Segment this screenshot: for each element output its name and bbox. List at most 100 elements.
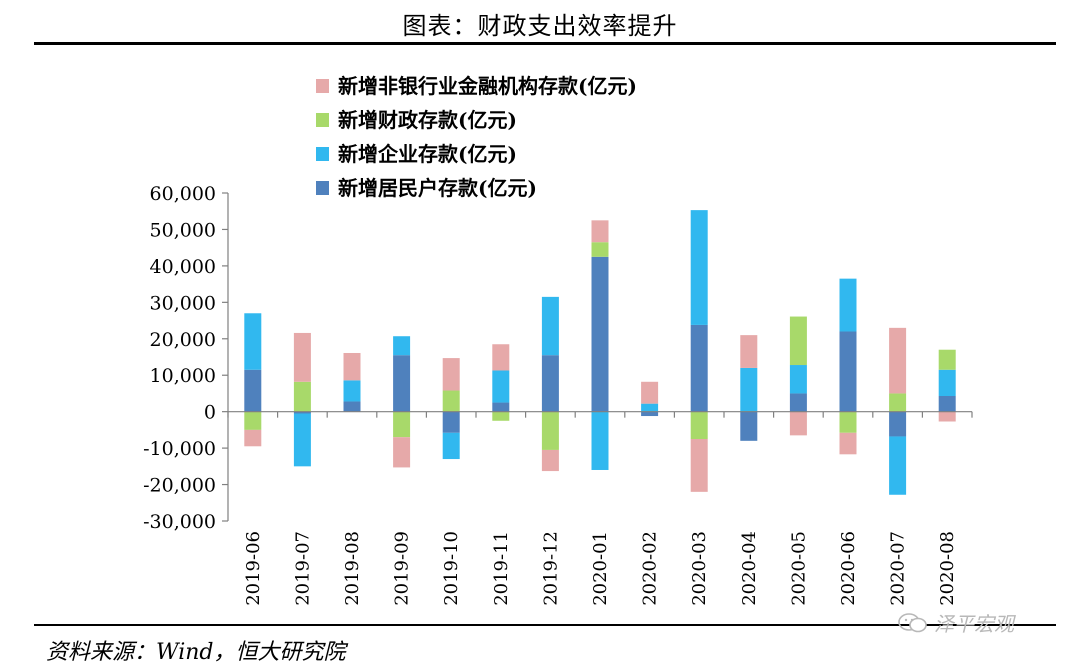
- source-note: 资料来源：Wind，恒大研究院: [46, 640, 346, 665]
- bar-segment: [293, 411, 311, 414]
- y-axis: 60,000 50,000 40,000 30,000 20,000 10,000 0 -10…: [143, 183, 229, 533]
- bar-segment: [789, 365, 807, 394]
- x-tick-label: 2020-02: [640, 531, 661, 606]
- legend-label: 新增非银行业金融机构存款(亿元): [338, 74, 637, 98]
- bar-segment: [938, 411, 956, 422]
- bar-segment: [889, 411, 907, 437]
- legend-swatch: [316, 147, 329, 161]
- watermark: 泽平宏观: [898, 608, 1014, 637]
- wechat-icon: [898, 612, 927, 632]
- x-tick-label: 2020-06: [838, 531, 859, 606]
- y-tick-label: 30,000: [150, 292, 216, 314]
- bar-segment: [293, 413, 311, 467]
- bar-segment: [541, 355, 559, 412]
- x-tick-label: 2019-07: [292, 531, 313, 606]
- legend-label: 新增企业存款(亿元): [338, 142, 517, 166]
- legend-label: 新增居民户存款(亿元): [338, 176, 537, 200]
- x-tick-label: 2019-10: [441, 531, 462, 606]
- x-tick-label: 2020-01: [590, 531, 611, 606]
- y-tick-label: 0: [204, 402, 216, 424]
- legend-swatch: [316, 113, 329, 127]
- x-tick-label: 2020-04: [739, 531, 760, 606]
- y-tick-label: 60,000: [150, 183, 216, 205]
- bar-segment: [393, 437, 411, 468]
- y-tick-label: 20,000: [150, 329, 216, 351]
- x-axis: 2019-06 2019-07 2019-08 2019-09 2019-10 2019-…: [227, 411, 973, 606]
- bars: [244, 210, 956, 495]
- bar-segment: [641, 411, 659, 417]
- bar-segment: [492, 370, 510, 403]
- y-tick-label: -10,000: [143, 438, 216, 460]
- bar-segment: [591, 256, 609, 412]
- bar-segment: [393, 336, 411, 356]
- legend: 新增非银行业金融机构存款(亿元) 新增财政存款(亿元) 新增企业存款(亿元) 新增居民…: [316, 74, 637, 200]
- bar-segment: [938, 349, 956, 370]
- bar-segment: [343, 352, 361, 381]
- bar-segment: [442, 411, 460, 433]
- bar-segment: [591, 220, 609, 243]
- bar-segment: [789, 393, 807, 412]
- legend-label: 新增财政存款(亿元): [338, 108, 517, 132]
- bar-segment: [442, 358, 460, 391]
- bar-segment: [393, 355, 411, 412]
- bar-segment: [492, 411, 510, 421]
- bar-segment: [343, 401, 361, 412]
- bar-segment: [641, 381, 659, 404]
- x-tick-label: 2019-11: [491, 531, 512, 606]
- bar-segment: [839, 278, 857, 332]
- bar-segment: [690, 411, 708, 439]
- y-tick-label: -30,000: [143, 511, 216, 533]
- bar-segment: [690, 439, 708, 492]
- y-tick-label: 10,000: [150, 365, 216, 387]
- bar-segment: [889, 393, 907, 412]
- bar-segment: [740, 411, 758, 441]
- legend-swatch: [316, 79, 329, 93]
- bar-segment: [541, 449, 559, 472]
- x-tick-label: 2020-08: [937, 531, 958, 606]
- bar-segment: [442, 390, 460, 412]
- x-tick-label: 2020-05: [788, 531, 809, 606]
- bar-segment: [343, 380, 361, 402]
- x-tick-label: 2019-06: [243, 531, 264, 606]
- x-tick-label: 2019-09: [392, 531, 413, 606]
- bottom-rule: [34, 624, 1056, 626]
- bar-segment: [244, 429, 262, 447]
- bar-segment: [541, 296, 559, 356]
- bar-segment: [591, 242, 609, 257]
- bar-segment: [740, 335, 758, 368]
- x-tick-label: 2019-12: [540, 531, 561, 606]
- bar-segment: [789, 316, 807, 366]
- legend-swatch: [316, 181, 329, 195]
- y-tick-label: 50,000: [150, 219, 216, 241]
- bar-segment: [690, 324, 708, 412]
- bar-segment: [293, 381, 311, 412]
- x-tick-label: 2019-08: [342, 531, 363, 606]
- bar-segment: [789, 411, 807, 436]
- x-tick-label: 2020-07: [888, 531, 909, 606]
- bar-segment: [591, 411, 609, 470]
- bar-segment: [293, 332, 311, 382]
- bar-segment: [442, 432, 460, 460]
- bar-segment: [244, 411, 262, 430]
- bar-segment: [839, 411, 857, 433]
- bar-segment: [641, 403, 659, 412]
- bar-segment: [492, 402, 510, 412]
- bar-segment: [889, 327, 907, 394]
- y-tick-label: 40,000: [150, 256, 216, 278]
- bar-segment: [541, 411, 559, 450]
- bar-segment: [492, 344, 510, 371]
- x-tick-label: 2020-03: [689, 531, 710, 606]
- bar-segment: [740, 367, 758, 412]
- bar-segment: [938, 395, 956, 412]
- bar-segment: [938, 369, 956, 396]
- bar-segment: [839, 432, 857, 455]
- chart-title: 图表：财政支出效率提升: [402, 12, 678, 40]
- watermark-text: 泽平宏观: [934, 612, 1014, 636]
- bar-segment: [244, 313, 262, 370]
- bar-segment: [839, 331, 857, 412]
- top-rule: [34, 42, 1056, 45]
- bar-segment: [244, 369, 262, 412]
- bar-segment: [690, 210, 708, 325]
- bar-segment: [889, 436, 907, 495]
